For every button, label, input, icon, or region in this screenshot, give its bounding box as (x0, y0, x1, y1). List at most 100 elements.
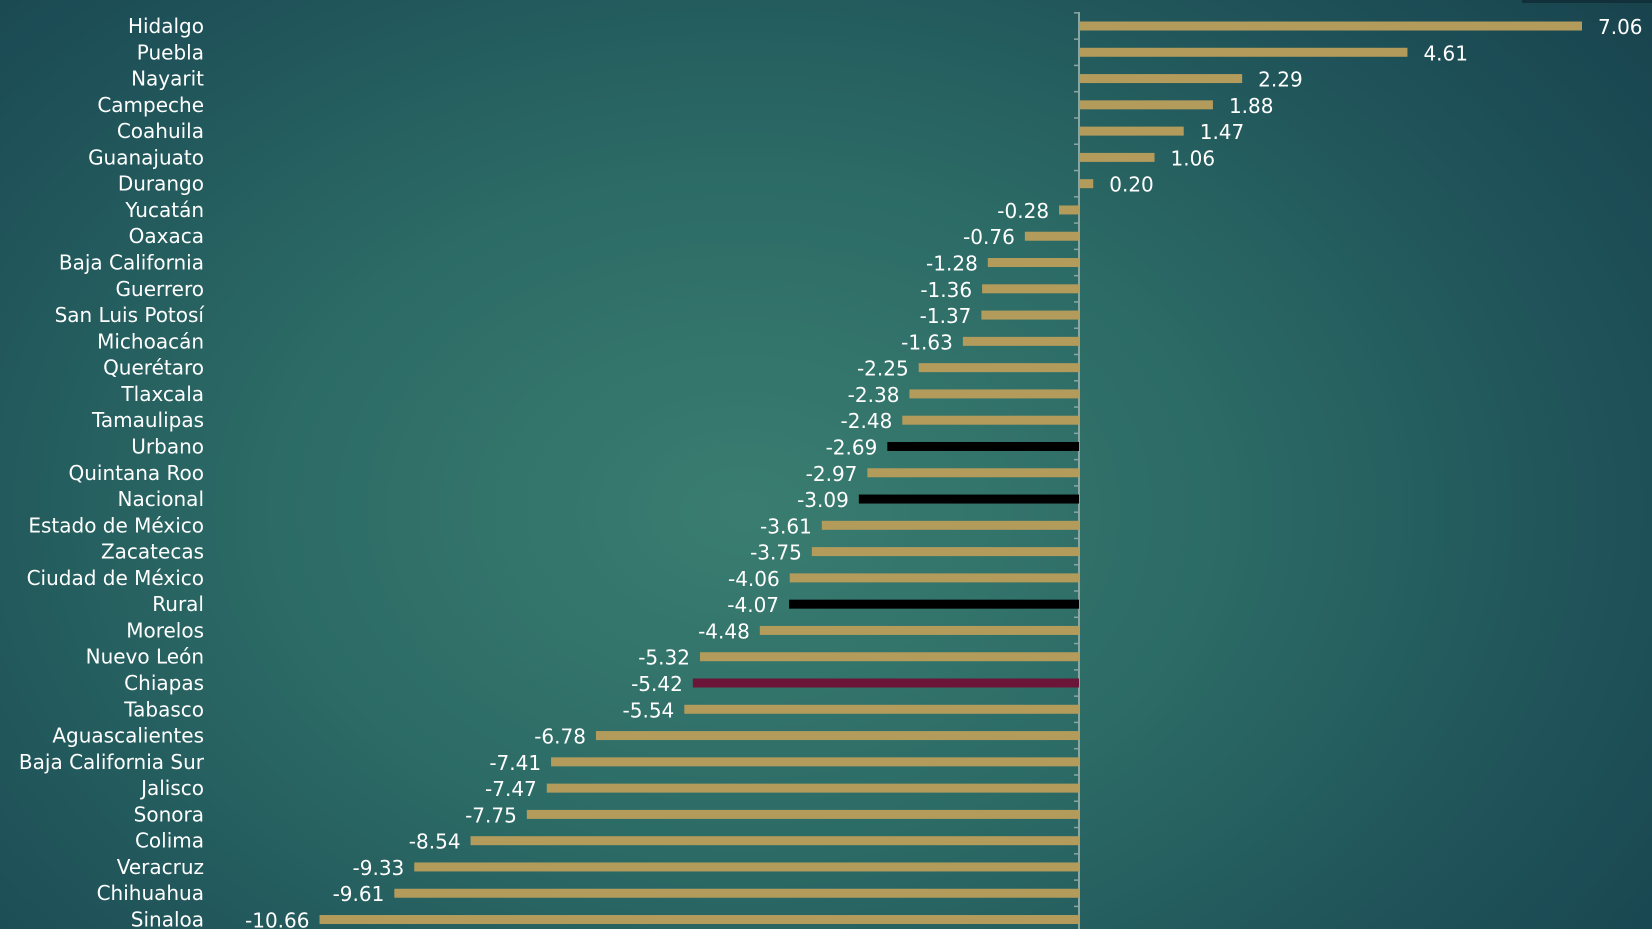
bar-tamaulipas (902, 415, 1079, 425)
value-label: 1.47 (1200, 120, 1245, 144)
category-label: Coahuila (117, 119, 204, 143)
bar-chihuahua (394, 888, 1079, 898)
category-label: Baja California Sur (19, 750, 205, 774)
category-label: Hidalgo (128, 14, 204, 38)
category-label: Michoacán (97, 329, 204, 353)
category-label: Nacional (118, 487, 205, 511)
category-label: Rural (152, 592, 204, 616)
bar-tlaxcala (909, 389, 1079, 399)
category-label: Ciudad de México (27, 566, 204, 590)
value-label: 7.06 (1598, 15, 1643, 39)
category-label: Oaxaca (129, 224, 204, 248)
value-label: -4.07 (727, 593, 779, 617)
value-label: -2.69 (826, 435, 878, 459)
bar-tabasco (684, 704, 1079, 714)
bar-baja-california (987, 258, 1079, 268)
value-label: -9.61 (333, 882, 385, 906)
bar-zacatecas (811, 547, 1079, 557)
category-label: Nuevo León (86, 645, 204, 669)
category-label: Guerrero (116, 277, 204, 301)
category-label: Chiapas (124, 671, 204, 695)
category-label: Jalisco (139, 776, 204, 800)
bar-yucatán (1059, 205, 1079, 215)
bar-nacional (858, 494, 1079, 504)
bar-quintana-roo (867, 468, 1079, 478)
value-label: -10.66 (245, 909, 309, 929)
value-label: 1.06 (1171, 146, 1216, 170)
bar-aguascalientes (595, 731, 1079, 741)
value-label: -4.06 (728, 567, 780, 591)
category-label: Urbano (131, 434, 204, 458)
bar-colima (470, 836, 1079, 846)
value-label: 1.88 (1229, 94, 1274, 118)
category-label: Aguascalientes (52, 724, 204, 748)
value-label: -5.32 (638, 646, 690, 670)
value-label: -1.36 (920, 278, 972, 302)
category-label: Veracruz (117, 855, 204, 879)
category-label: Colima (135, 829, 204, 853)
value-label: -1.28 (926, 252, 978, 276)
bar-urbano (887, 441, 1079, 451)
category-label: Campeche (97, 93, 204, 117)
bar-ciudad-de-méxico (789, 573, 1079, 583)
category-label: Puebla (137, 40, 204, 64)
bar-rural (789, 599, 1079, 609)
value-label: -3.61 (760, 514, 812, 538)
value-label: -8.54 (409, 830, 461, 854)
bar-estado-de-méxico (821, 520, 1079, 530)
value-label: 4.61 (1423, 41, 1468, 65)
bar-oaxaca (1024, 231, 1079, 241)
value-label: -3.09 (797, 488, 849, 512)
value-label: -7.41 (489, 751, 541, 775)
value-label: -6.78 (534, 725, 586, 749)
category-label: Tamaulipas (91, 408, 204, 432)
bar-sinaloa (319, 915, 1079, 925)
corner-accent (1522, 0, 1652, 3)
value-label: -1.37 (920, 304, 972, 328)
category-label: Morelos (126, 618, 204, 642)
value-label: -5.54 (623, 698, 675, 722)
value-label: -9.33 (353, 856, 405, 880)
category-label: Nayarit (131, 67, 204, 91)
bar-nayarit (1079, 74, 1243, 84)
bar-jalisco (546, 783, 1079, 793)
bar-guerrero (982, 284, 1079, 294)
value-label: -2.25 (857, 357, 909, 381)
category-label: Yucatán (124, 198, 204, 222)
bar-puebla (1079, 47, 1408, 57)
value-label: -2.97 (806, 462, 858, 486)
category-label: Chihuahua (97, 881, 204, 905)
value-label: -2.38 (848, 383, 900, 407)
value-label: -0.76 (963, 225, 1015, 249)
category-label: Estado de México (28, 513, 204, 537)
bar-guanajuato (1079, 152, 1155, 162)
value-label: -7.47 (485, 777, 537, 801)
value-label: -0.28 (997, 199, 1049, 223)
bar-coahuila (1079, 126, 1184, 136)
bar-querétaro (918, 363, 1079, 373)
value-label: -4.48 (698, 619, 750, 643)
bar-durango (1079, 179, 1094, 189)
category-label: San Luis Potosí (55, 303, 206, 327)
value-label: -1.63 (901, 330, 953, 354)
bar-sonora (526, 809, 1079, 819)
bar-hidalgo (1079, 21, 1582, 31)
value-label: 0.20 (1109, 173, 1154, 197)
bar-chiapas (692, 678, 1079, 688)
category-label: Sinaloa (131, 908, 204, 929)
value-label: 2.29 (1258, 68, 1303, 92)
category-label: Quintana Roo (68, 461, 204, 485)
category-label: Querétaro (103, 356, 204, 380)
category-label: Guanajuato (88, 145, 204, 169)
value-label: -7.75 (465, 803, 517, 827)
bar-michoacán (962, 336, 1079, 346)
category-label: Baja California (59, 251, 204, 275)
bar-morelos (759, 625, 1079, 635)
category-label: Durango (118, 172, 204, 196)
category-label: Tlaxcala (120, 382, 204, 406)
bar-nuevo-león (699, 652, 1079, 662)
value-label: -2.48 (841, 409, 893, 433)
category-label: Zacatecas (101, 540, 204, 564)
